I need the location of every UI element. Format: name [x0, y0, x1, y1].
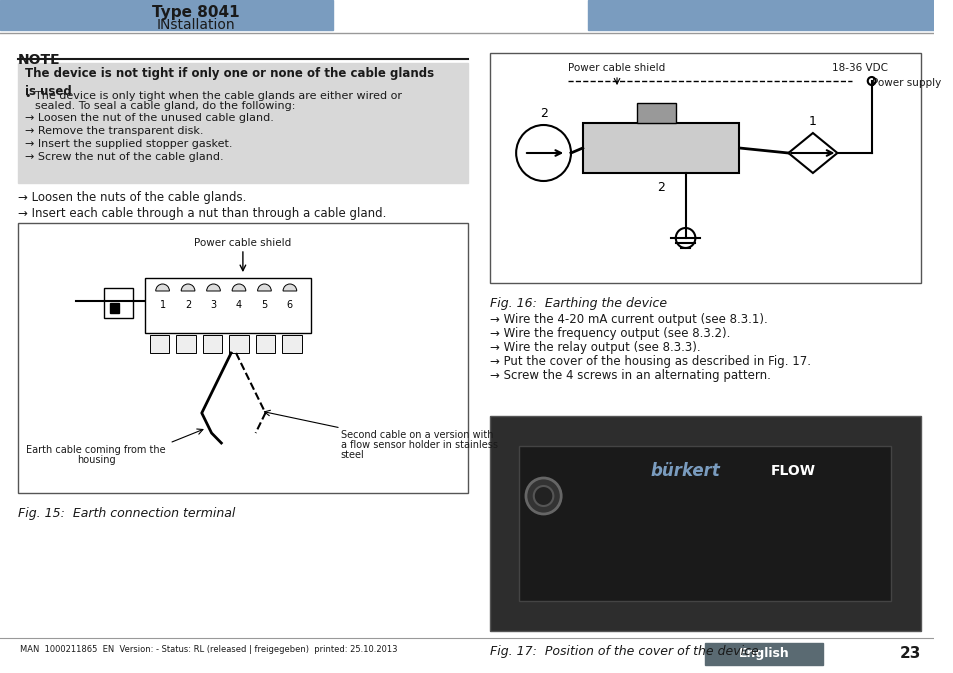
Text: 4: 4 [235, 301, 242, 310]
Circle shape [534, 486, 553, 506]
Text: FLOW: FLOW [770, 464, 815, 478]
Text: 23: 23 [900, 647, 921, 662]
Text: → Screw the nut of the cable gland.: → Screw the nut of the cable gland. [26, 152, 224, 162]
Text: • The device is only tight when the cable glands are either wired or: • The device is only tight when the cabl… [26, 91, 402, 101]
Text: Power cable shield: Power cable shield [568, 63, 665, 73]
Text: 18-36 VDC: 18-36 VDC [832, 63, 887, 73]
Bar [255, 335, 274, 353]
Bar [150, 335, 170, 353]
Bar [110, 303, 119, 313]
Bar [582, 123, 739, 173]
Text: Power supply: Power supply [871, 78, 940, 88]
Wedge shape [283, 284, 296, 291]
Text: → Screw the 4 screws in an alternating pattern.: → Screw the 4 screws in an alternating p… [489, 369, 770, 382]
Text: English: English [738, 647, 788, 660]
Wedge shape [257, 284, 271, 291]
Text: 1: 1 [159, 301, 166, 310]
Text: 5: 5 [261, 301, 267, 310]
Text: housing: housing [76, 455, 115, 465]
Text: 2: 2 [185, 301, 191, 310]
Text: a flow sensor holder in stainless: a flow sensor holder in stainless [340, 440, 497, 450]
Text: FLUID CONTROL SYSTEMS: FLUID CONTROL SYSTEMS [689, 21, 779, 27]
Text: 6: 6 [287, 301, 293, 310]
Text: → Insert the supplied stopper gasket.: → Insert the supplied stopper gasket. [26, 139, 233, 149]
Text: Fig. 15:  Earth connection terminal: Fig. 15: Earth connection terminal [17, 507, 234, 520]
Text: Type 8041: Type 8041 [152, 5, 239, 20]
Text: 2: 2 [657, 181, 664, 194]
Text: NOTE: NOTE [17, 53, 60, 67]
Bar [489, 53, 920, 283]
Bar [685, 10, 691, 15]
Text: 2: 2 [539, 107, 547, 120]
Bar [176, 335, 195, 353]
Bar [636, 103, 675, 123]
Wedge shape [155, 284, 170, 291]
Text: The device is not tight if only one or none of the cable glands
is used: The device is not tight if only one or n… [26, 67, 435, 98]
Text: sealed. To seal a cable gland, do the following:: sealed. To seal a cable gland, do the fo… [35, 101, 295, 111]
Bar [145, 278, 311, 333]
Text: bürkert: bürkert [693, 3, 775, 22]
Bar [675, 10, 681, 15]
Bar [489, 416, 920, 631]
Text: Earth cable coming from the: Earth cable coming from the [26, 445, 166, 455]
Bar [17, 223, 468, 493]
Wedge shape [232, 284, 246, 291]
Text: Fig. 17:  Position of the cover of the device: Fig. 17: Position of the cover of the de… [489, 645, 758, 658]
Wedge shape [207, 284, 220, 291]
Text: → Wire the frequency output (see 8.3.2).: → Wire the frequency output (see 8.3.2). [489, 327, 729, 340]
Bar [665, 10, 671, 15]
Text: → Wire the 4-20 mA current output (see 8.3.1).: → Wire the 4-20 mA current output (see 8… [489, 313, 766, 326]
Text: → Loosen the nut of the unused cable gland.: → Loosen the nut of the unused cable gla… [26, 113, 274, 123]
Bar [203, 335, 222, 353]
Text: → Loosen the nuts of the cable glands.: → Loosen the nuts of the cable glands. [17, 191, 246, 204]
Text: → Insert each cable through a nut than through a cable gland.: → Insert each cable through a nut than t… [17, 207, 386, 220]
Bar [587, 0, 933, 30]
Text: → Wire the relay output (see 8.3.3).: → Wire the relay output (see 8.3.3). [489, 341, 700, 354]
Text: steel: steel [340, 450, 364, 460]
Bar [518, 446, 890, 601]
Text: Power cable shield: Power cable shield [194, 238, 292, 248]
Text: 3: 3 [211, 301, 216, 310]
Circle shape [525, 478, 560, 514]
Text: 1: 1 [808, 115, 816, 128]
Bar [229, 335, 249, 353]
Wedge shape [181, 284, 194, 291]
Bar [104, 288, 133, 318]
Text: bürkert: bürkert [650, 462, 720, 480]
Text: Fig. 16:  Earthing the device: Fig. 16: Earthing the device [489, 297, 666, 310]
Text: MAN  1000211865  EN  Version: - Status: RL (released | freigegeben)  printed: 25: MAN 1000211865 EN Version: - Status: RL … [20, 645, 396, 653]
Text: → Remove the transparent disk.: → Remove the transparent disk. [26, 126, 204, 136]
Bar [282, 335, 301, 353]
Text: Second cable on a version with: Second cable on a version with [340, 430, 493, 440]
Bar [17, 63, 468, 183]
Text: INstallation: INstallation [156, 18, 235, 32]
Text: → Put the cover of the housing as described in Fig. 17.: → Put the cover of the housing as descri… [489, 355, 810, 368]
Bar [704, 643, 821, 665]
Bar [0, 0, 333, 30]
